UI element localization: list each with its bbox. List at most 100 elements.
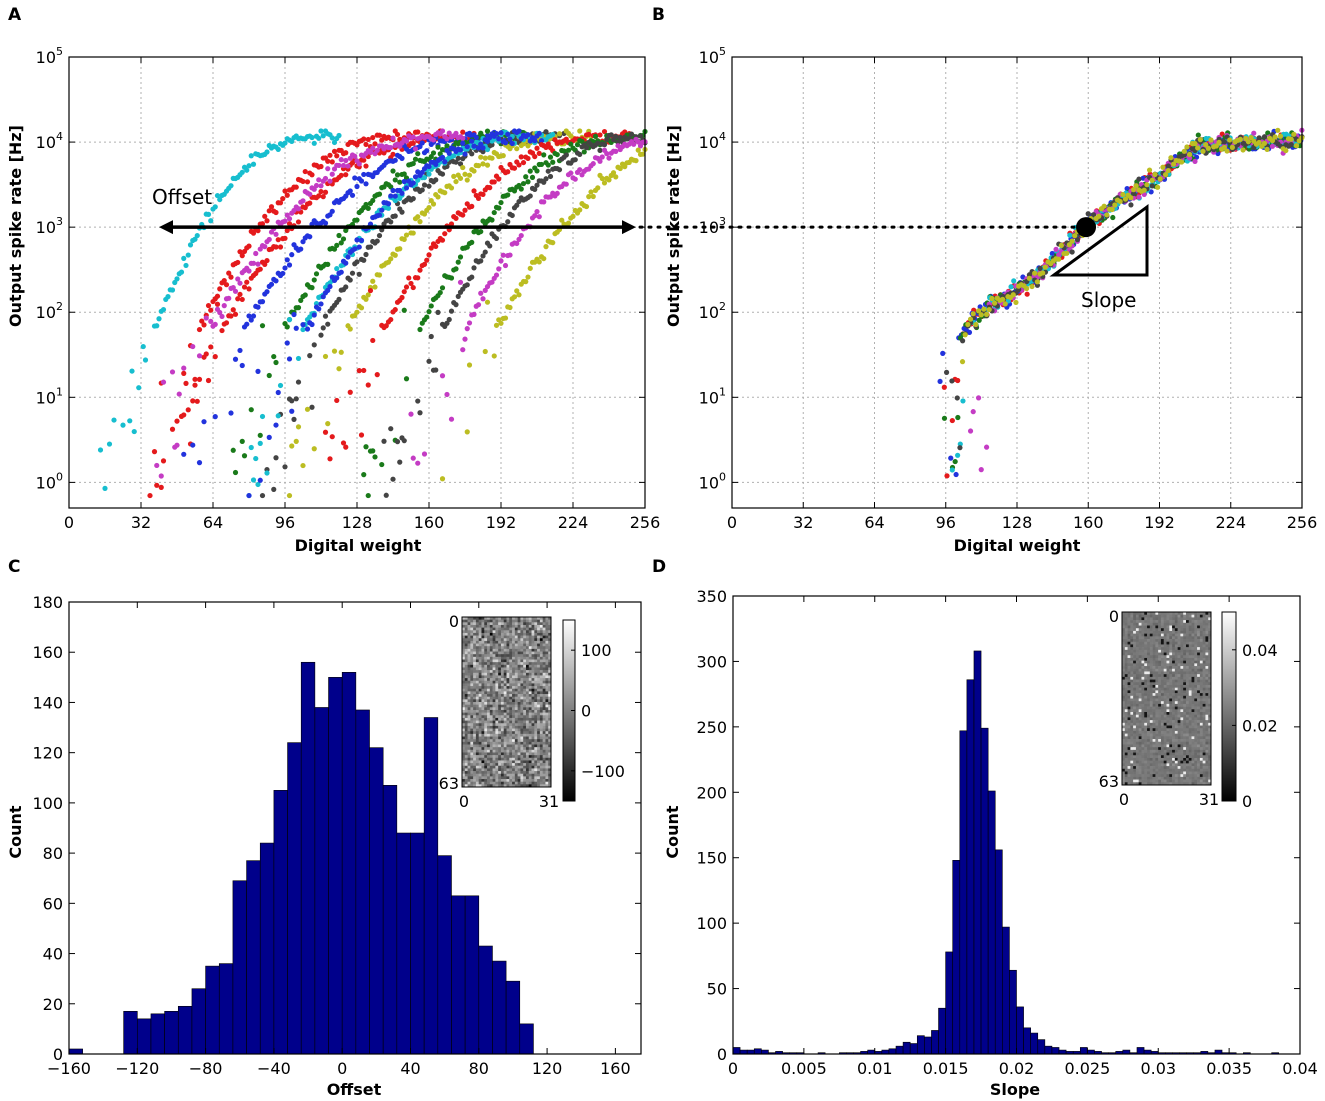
panel-c-inset-cell (548, 704, 552, 708)
panel-a-point (451, 173, 457, 179)
panel-c-inset-cell (509, 617, 513, 620)
panel-c-inset-cell (523, 773, 527, 777)
panel-c-inset-cell (531, 749, 535, 753)
panel-a-point (487, 185, 493, 191)
panel-c-inset-cell (503, 632, 507, 636)
panel-c-inset-cell (548, 760, 552, 764)
panel-a-point (322, 175, 329, 182)
panel-c-inset-cell (478, 709, 482, 713)
panel-a-point (300, 239, 306, 245)
panel-c-inset-cell (475, 664, 479, 668)
panel-c-inset-cell (517, 686, 521, 690)
panel-b-ytick-label: 104 (699, 130, 726, 152)
panel-a-point (214, 192, 221, 199)
panel-a-point (444, 136, 450, 142)
panel-a-point (174, 276, 180, 282)
panel-a-point (453, 302, 459, 308)
panel-a-point (325, 421, 331, 427)
panel-a-point (457, 175, 464, 181)
panel-c-inset-cell (528, 752, 532, 756)
panel-d-bar (732, 1047, 741, 1055)
panel-b-point (1000, 296, 1006, 302)
panel-d-bar (1044, 1045, 1053, 1055)
panel-c-inset-cell (534, 728, 538, 732)
panel-c-inset-cell (495, 680, 499, 684)
panel-a-point (214, 293, 221, 299)
panel-a-point (289, 252, 295, 258)
panel-a-point (361, 257, 367, 263)
panel-c-inset-cell (545, 784, 549, 788)
panel-a-point (511, 188, 518, 194)
panel-a-point (446, 150, 452, 156)
panel-c-inset-cell (537, 654, 541, 658)
panel-c-inset-cell (489, 686, 493, 690)
panel-c-inset-cell (503, 627, 507, 631)
panel-a-point (376, 272, 383, 278)
panel-a-series-n15 (439, 146, 648, 482)
panel-c-inset-cell (531, 741, 535, 745)
panel-c-inset-cell (503, 704, 507, 708)
panel-a-point (271, 353, 277, 360)
panel-c-inset-cell (498, 680, 502, 684)
panel-c-inset-cell (523, 619, 527, 623)
panel-c-inset-cell (531, 755, 535, 759)
panel-c-inset-cell (478, 630, 482, 634)
panel-a-point (302, 292, 308, 298)
panel-a-point (426, 358, 432, 364)
panel-c-inset-cell (517, 659, 521, 663)
panel-c-inset-cell (495, 781, 499, 785)
panel-c-inset-cell (525, 662, 530, 666)
panel-c-inset-cell (525, 683, 530, 687)
panel-c-inset-cell (495, 779, 499, 782)
panel-c-inset-cell (528, 757, 532, 761)
panel-a-point (358, 305, 365, 311)
panel-a-point (160, 379, 167, 385)
panel-c-inset-cell (498, 619, 502, 623)
panel-b-point (986, 306, 992, 313)
panel-a-point (311, 446, 317, 452)
panel-c-inset-cell (537, 632, 541, 636)
panel-a-point (383, 323, 389, 329)
panel-a-point (356, 368, 362, 374)
panel-c-inset-cell (542, 760, 546, 764)
panel-a-point (106, 441, 113, 447)
panel-c-inset-cell (503, 624, 507, 628)
panel-c-inset-cell (464, 696, 468, 700)
panel-c-inset-cell (462, 757, 466, 761)
panel-a-point (255, 304, 261, 310)
panel-c-inset-cell (475, 707, 479, 711)
panel-c-inset-cell (537, 768, 541, 772)
panel-c-inset-cell (498, 760, 502, 764)
panel-a-point (550, 159, 556, 165)
panel-c-inset-cell (520, 739, 524, 743)
panel-c-inset-cell (487, 630, 491, 634)
panel-a-point (325, 321, 331, 327)
panel-c-inset-cell (503, 648, 507, 652)
panel-c-inset-cell (464, 624, 468, 628)
panel-a-point (484, 128, 491, 134)
panel-c-inset-cell (503, 757, 507, 761)
panel-c-inset-cell (545, 741, 549, 745)
panel-c-inset-cell (542, 784, 546, 788)
panel-c-inset-cell (545, 675, 549, 679)
panel-c-inset-cell (506, 779, 510, 782)
panel-c-inset-cell (537, 707, 541, 711)
panel-c-inset-cell (514, 747, 518, 751)
panel-c-inset-cell (503, 646, 507, 650)
panel-c-inset-cell (531, 664, 535, 668)
panel-b-point (973, 321, 979, 328)
panel-c-inset-cell (523, 752, 527, 756)
panel-c-inset-cell (470, 784, 474, 788)
panel-c-inset-cell (506, 651, 510, 655)
panel-c-inset-cell (487, 784, 491, 788)
panel-a-point (300, 178, 306, 185)
panel-a-point (302, 168, 308, 175)
panel-c-inset-cell (539, 773, 543, 777)
panel-a-point (262, 244, 268, 250)
panel-a-point (307, 200, 313, 206)
panel-c-inset-cell (514, 755, 518, 759)
panel-a-point (410, 196, 416, 202)
panel-c-inset-cell (525, 768, 530, 772)
panel-c-inset-cell (487, 675, 491, 679)
panel-c-inset-cell (489, 702, 493, 705)
